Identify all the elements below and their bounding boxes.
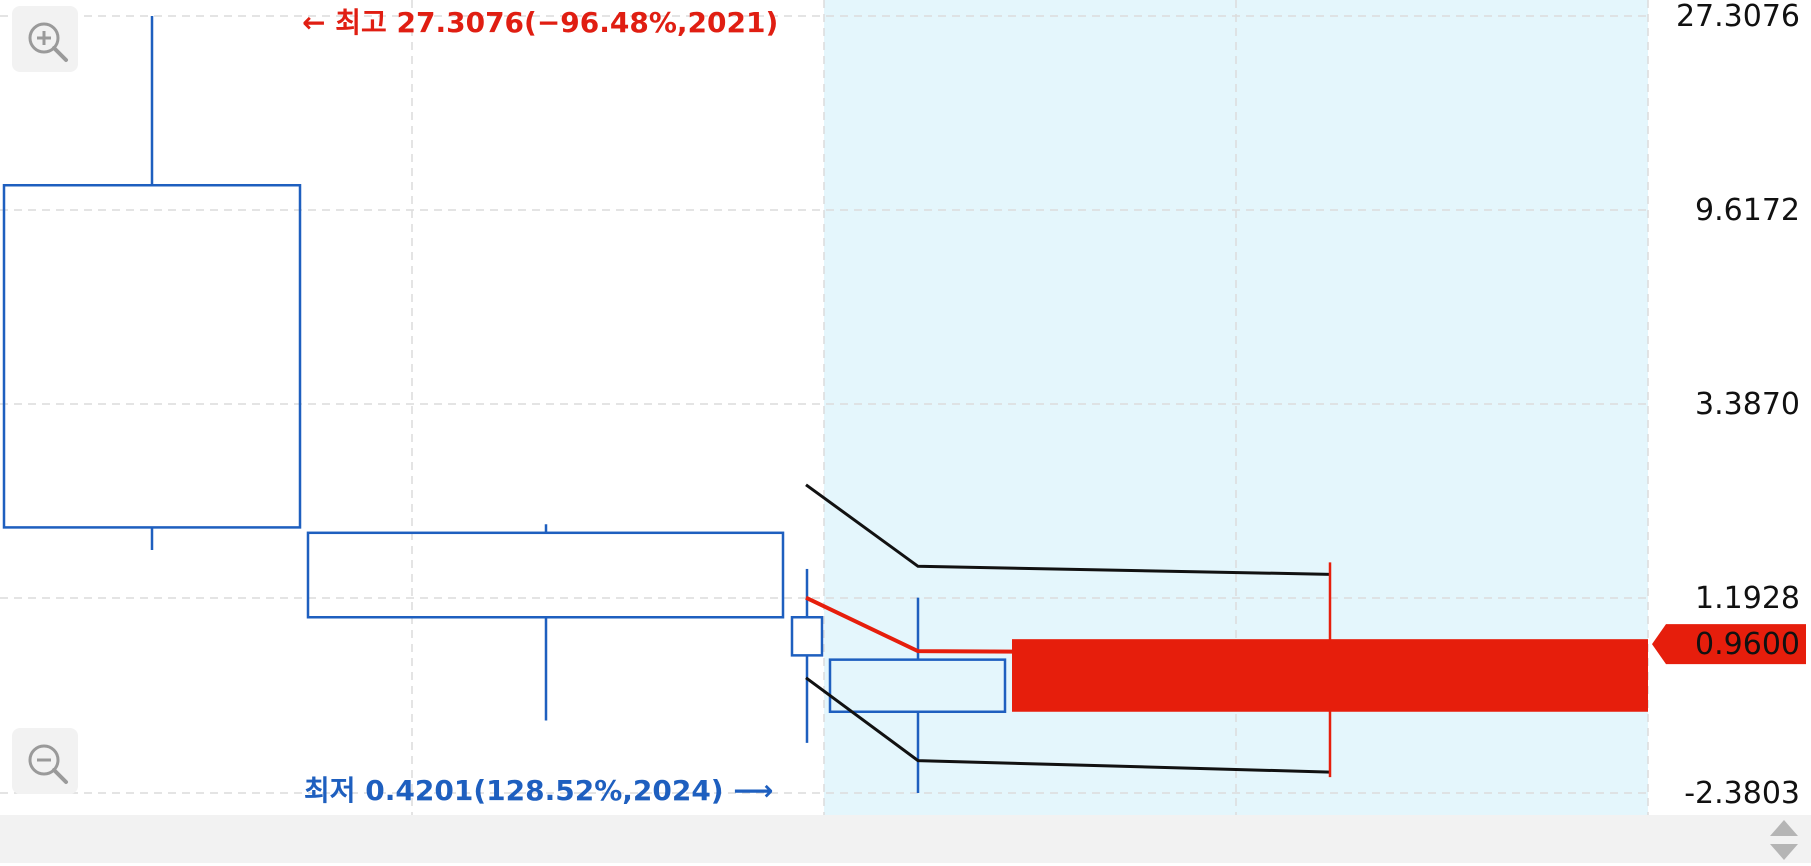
annotation-low-arrow: ⟶ bbox=[733, 774, 773, 807]
zoom-in-icon bbox=[28, 22, 68, 62]
current-value-label: 0.9600 bbox=[1695, 627, 1800, 662]
annotation-low-detail: (128.52%,2024) bbox=[473, 774, 733, 807]
annotation-low-label: 최저 bbox=[304, 774, 365, 807]
annotation-high-detail: (−96.48%,2021) bbox=[524, 6, 778, 39]
annotation-high-arrow: ← bbox=[302, 6, 335, 39]
forecast-center-line bbox=[805, 595, 1331, 656]
zoom-out-button[interactable] bbox=[12, 728, 78, 794]
y-tick-label-3: 1.1928 bbox=[1695, 581, 1800, 616]
annotation-high-label: 최고 bbox=[335, 6, 396, 39]
annotation-high-value: 27.3076 bbox=[397, 6, 525, 39]
y-tick-label-0: 27.3076 bbox=[1676, 0, 1800, 34]
annotation-low: 최저 0.4201(128.52%,2024) ⟶ bbox=[304, 774, 774, 807]
annotation-high: ← 최고 27.3076(−96.48%,2021) bbox=[302, 6, 778, 39]
candle-body-2022 bbox=[306, 531, 785, 619]
zoom-in-button[interactable] bbox=[12, 6, 78, 72]
forecast-upper-line bbox=[805, 483, 1331, 576]
y-tick-label-1: 9.6172 bbox=[1695, 193, 1800, 228]
annotation-low-value: 0.4201 bbox=[365, 774, 473, 807]
scroll-button[interactable] bbox=[1764, 818, 1804, 862]
x-axis-bar bbox=[0, 815, 1811, 863]
candle-body-2024 bbox=[828, 658, 1007, 714]
zoom-out-icon bbox=[28, 744, 68, 784]
candle-body-2021 bbox=[2, 183, 302, 529]
current-value-badge bbox=[1652, 624, 1806, 665]
forecast-lower-line bbox=[805, 676, 1331, 774]
y-tick-label-4: -2.3803 bbox=[1684, 776, 1800, 811]
up-down-arrows-icon bbox=[1770, 820, 1798, 860]
candle-body-2023 bbox=[790, 615, 824, 657]
y-tick-label-2: 3.3870 bbox=[1695, 387, 1800, 422]
